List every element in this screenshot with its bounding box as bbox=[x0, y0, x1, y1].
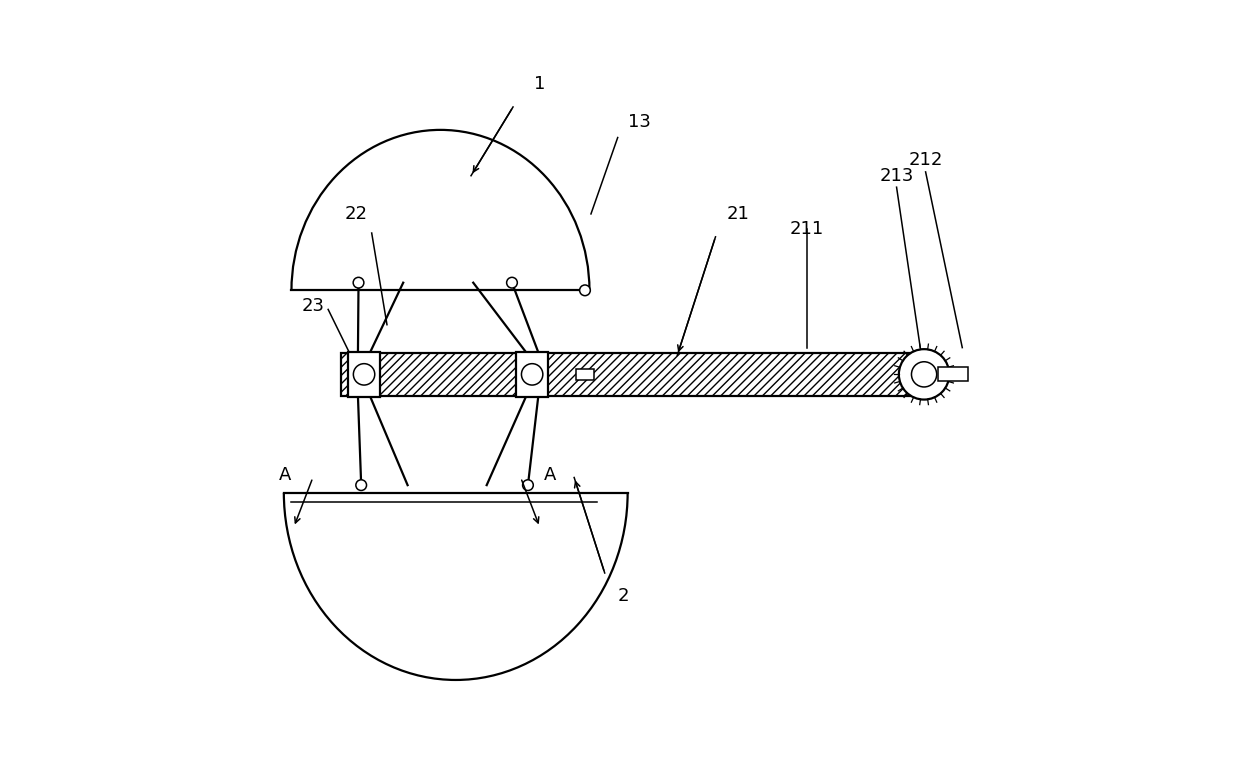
Text: 21: 21 bbox=[727, 205, 750, 223]
Bar bbox=[937, 367, 967, 381]
Circle shape bbox=[522, 480, 533, 490]
Bar bbox=[341, 353, 910, 396]
Bar bbox=[575, 369, 594, 380]
Text: 13: 13 bbox=[627, 113, 651, 131]
Circle shape bbox=[353, 277, 363, 288]
Text: 2: 2 bbox=[618, 587, 630, 605]
Circle shape bbox=[911, 362, 936, 387]
Text: 213: 213 bbox=[879, 167, 914, 185]
Text: A: A bbox=[279, 466, 291, 484]
Circle shape bbox=[356, 480, 367, 490]
Bar bbox=[348, 352, 381, 397]
Text: 212: 212 bbox=[909, 151, 942, 170]
Circle shape bbox=[507, 277, 517, 288]
Circle shape bbox=[353, 364, 374, 385]
Text: A: A bbox=[543, 466, 556, 484]
Text: 1: 1 bbox=[534, 75, 546, 93]
Circle shape bbox=[579, 285, 590, 296]
Bar bbox=[341, 353, 910, 396]
Bar bbox=[516, 352, 548, 397]
Circle shape bbox=[522, 364, 543, 385]
Circle shape bbox=[899, 349, 950, 400]
Text: 23: 23 bbox=[301, 296, 325, 315]
Text: 22: 22 bbox=[345, 205, 368, 223]
Text: 211: 211 bbox=[790, 220, 825, 238]
